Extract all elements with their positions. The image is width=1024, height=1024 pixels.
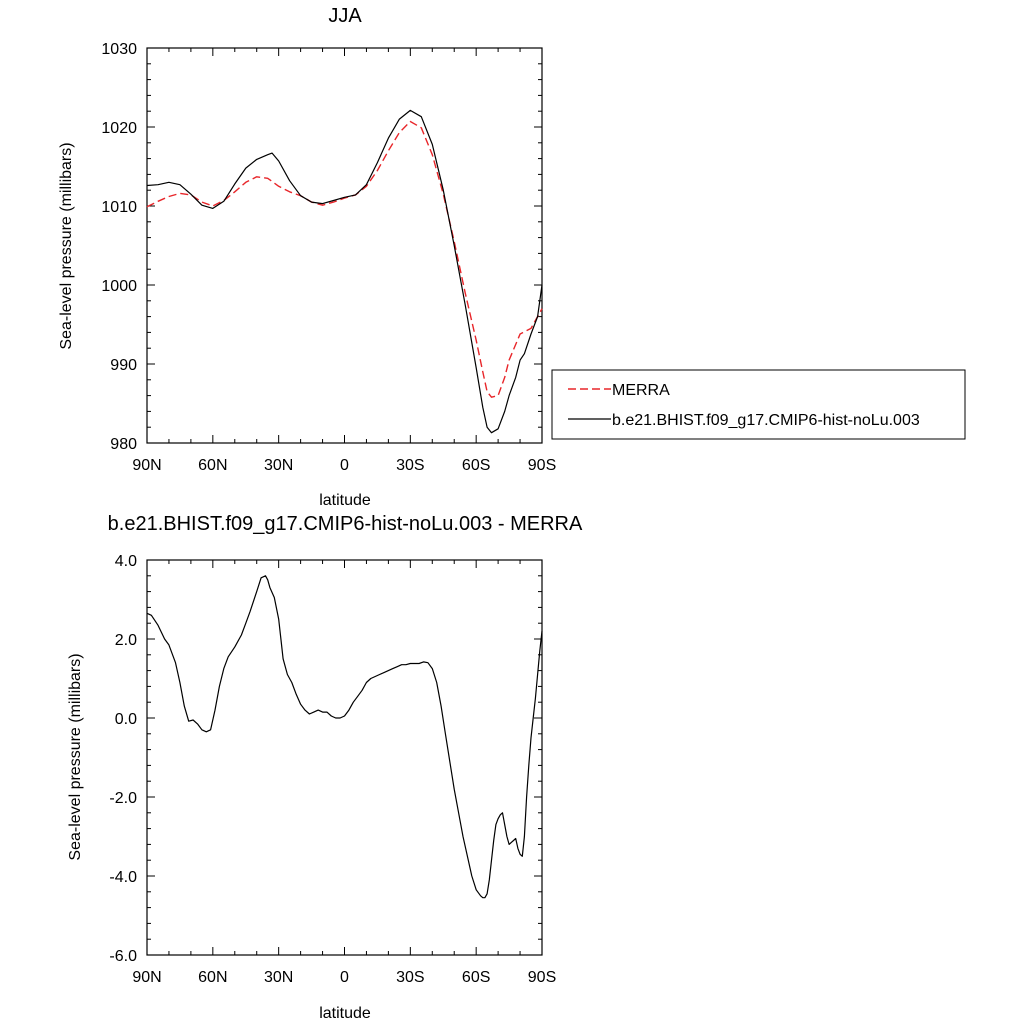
x-tick-label: 0 xyxy=(340,457,349,474)
legend-label-model: b.e21.BHIST.f09_g17.CMIP6-hist-noLu.003 xyxy=(612,412,920,429)
series-line-0 xyxy=(146,120,543,398)
y-tick-label: -2.0 xyxy=(109,790,137,807)
top-chart: JJA Sea-level pressure (millibars) latit… xyxy=(58,5,556,509)
y-tick-label: -4.0 xyxy=(109,869,137,886)
series-line-0 xyxy=(146,575,543,899)
x-tick-label: 0 xyxy=(340,969,349,986)
series-line-1 xyxy=(146,109,543,434)
chart-title: b.e21.BHIST.f09_g17.CMIP6-hist-noLu.003 … xyxy=(108,513,583,535)
y-tick-label: -6.0 xyxy=(109,948,137,965)
x-tick-label: 90S xyxy=(528,969,556,986)
x-axis-label: latitude xyxy=(319,492,371,509)
legend-box xyxy=(551,369,966,440)
bottom-chart: b.e21.BHIST.f09_g17.CMIP6-hist-noLu.003 … xyxy=(67,513,583,1022)
y-tick-label: 1010 xyxy=(101,199,137,216)
y-tick-label: 0.0 xyxy=(115,711,137,728)
x-tick-label: 60N xyxy=(198,457,227,474)
x-tick-label: 60N xyxy=(198,969,227,986)
x-tick-label: 30S xyxy=(396,969,424,986)
x-tick-label: 30N xyxy=(264,457,293,474)
y-tick-label: 1020 xyxy=(101,120,137,137)
y-tick-label: 1000 xyxy=(101,278,137,295)
x-tick-label: 30S xyxy=(396,457,424,474)
legend: MERRA b.e21.BHIST.f09_g17.CMIP6-hist-noL… xyxy=(551,369,966,440)
x-tick-label: 90S xyxy=(528,457,556,474)
y-tick-label: 2.0 xyxy=(115,632,137,649)
plot-frame xyxy=(146,47,543,444)
x-tick-label: 60S xyxy=(462,969,490,986)
x-tick-label: 30N xyxy=(264,969,293,986)
y-tick-label: 4.0 xyxy=(115,553,137,570)
y-tick-label: 990 xyxy=(110,357,137,374)
plot-frame xyxy=(146,559,543,956)
y-axis-label: Sea-level pressure (millibars) xyxy=(58,142,75,349)
legend-label-merra: MERRA xyxy=(612,382,670,399)
x-tick-label: 90N xyxy=(132,457,161,474)
y-tick-label: 1030 xyxy=(101,41,137,58)
y-axis-label: Sea-level pressure (millibars) xyxy=(67,653,84,860)
x-tick-label: 90N xyxy=(132,969,161,986)
x-tick-label: 60S xyxy=(462,457,490,474)
y-tick-label: 980 xyxy=(110,436,137,453)
chart-title: JJA xyxy=(328,5,362,27)
x-axis-label: latitude xyxy=(319,1005,371,1022)
